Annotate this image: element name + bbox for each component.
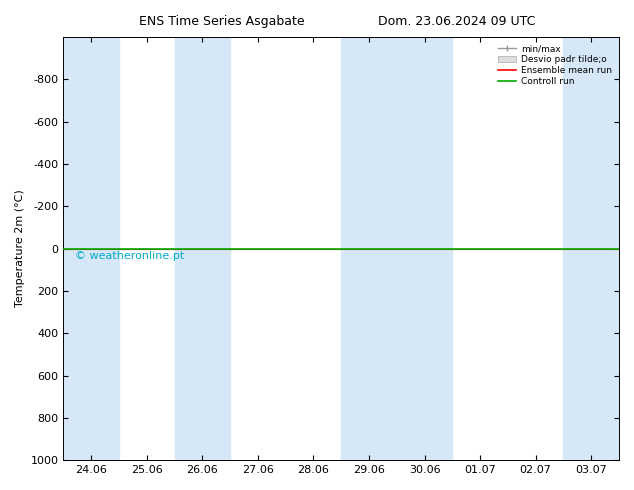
Bar xyxy=(564,37,619,460)
Text: © weatheronline.pt: © weatheronline.pt xyxy=(75,251,184,261)
Text: Dom. 23.06.2024 09 UTC: Dom. 23.06.2024 09 UTC xyxy=(378,15,535,28)
Y-axis label: Temperature 2m (°C): Temperature 2m (°C) xyxy=(15,190,25,307)
Bar xyxy=(397,37,452,460)
Text: ENS Time Series Asgabate: ENS Time Series Asgabate xyxy=(139,15,305,28)
Bar xyxy=(63,37,119,460)
Bar xyxy=(341,37,397,460)
Legend: min/max, Desvio padr tilde;o, Ensemble mean run, Controll run: min/max, Desvio padr tilde;o, Ensemble m… xyxy=(496,42,614,88)
Bar xyxy=(174,37,230,460)
